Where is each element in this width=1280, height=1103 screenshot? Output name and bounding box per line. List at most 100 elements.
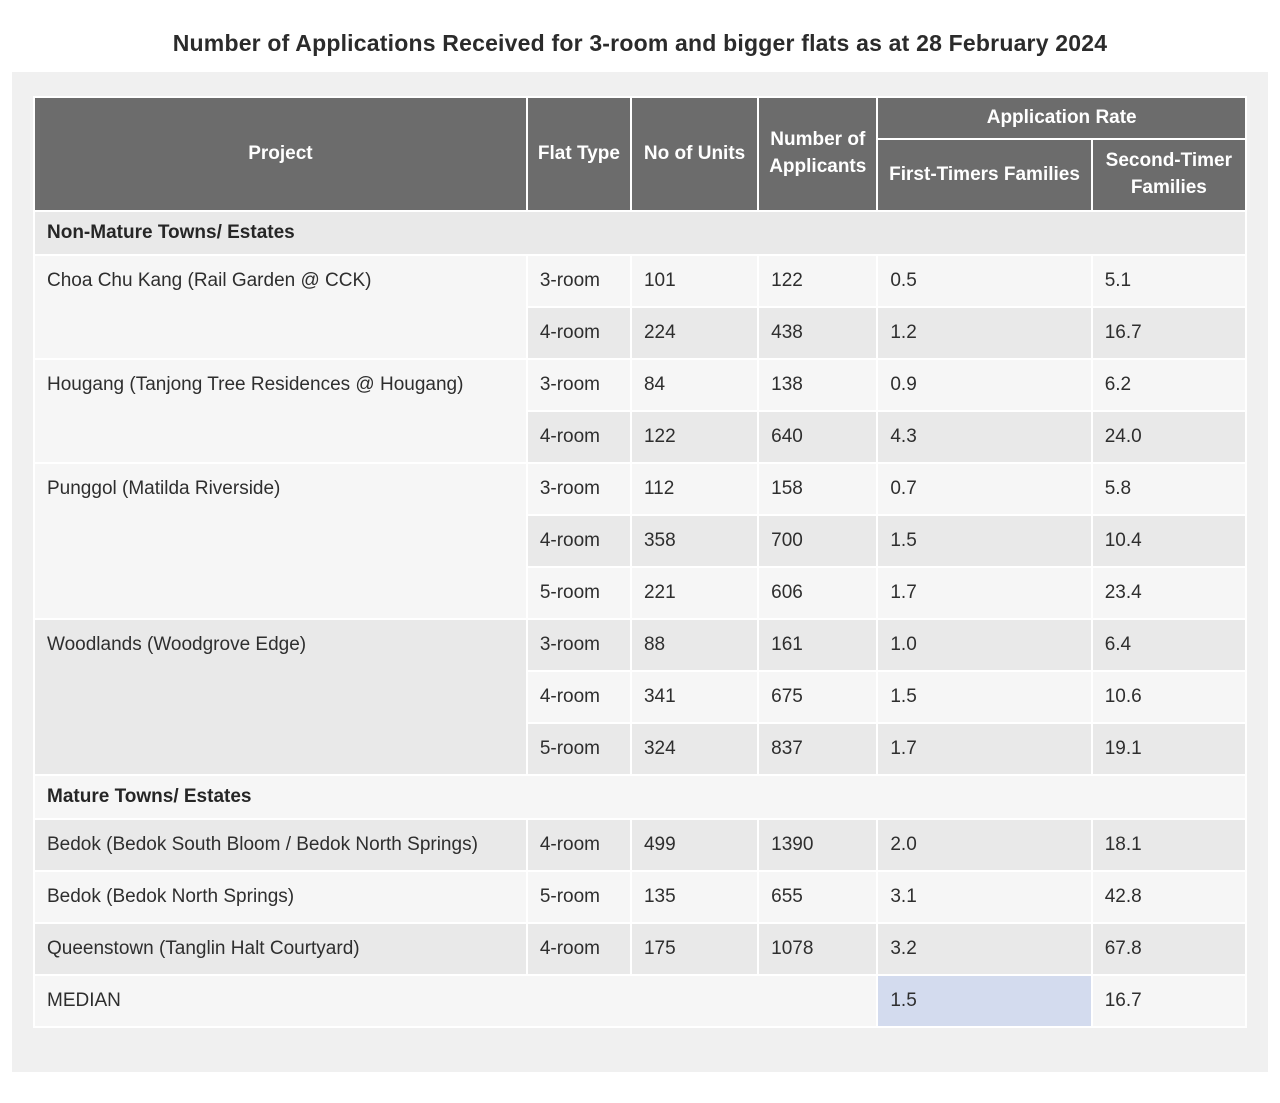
units-cell: 175 xyxy=(631,924,758,974)
applicants-cell: 655 xyxy=(759,872,877,922)
second-timer-rate-cell: 67.8 xyxy=(1092,924,1245,974)
table-container: Project Flat Type No of Units Number of … xyxy=(12,72,1268,1072)
section-label: Mature Towns/ Estates xyxy=(35,776,1245,818)
applicants-cell: 122 xyxy=(759,256,877,306)
applications-table: Project Flat Type No of Units Number of … xyxy=(33,96,1247,1028)
header-row-main: Project Flat Type No of Units Number of … xyxy=(35,98,1245,210)
applicants-cell: 1390 xyxy=(759,820,877,870)
project-cell: Choa Chu Kang (Rail Garden @ CCK) xyxy=(35,256,526,358)
units-cell: 324 xyxy=(631,724,758,774)
table-body: Non-Mature Towns/ Estates Choa Chu Kang (… xyxy=(35,212,1245,1026)
table-row: Punggol (Matilda Riverside) 3-room 112 158 0… xyxy=(35,464,1245,618)
units-cell: 101 xyxy=(631,256,758,306)
page-title: Number of Applications Received for 3-ro… xyxy=(172,30,1108,56)
flat-type-cell: 4-room xyxy=(527,820,630,870)
second-timer-rate-cell: 42.8 xyxy=(1092,872,1245,922)
flat-type-cell: 4-room xyxy=(527,412,630,462)
applicants-cell: 837 xyxy=(759,724,877,774)
applicants-cell: 158 xyxy=(759,464,877,514)
applicants-cell: 161 xyxy=(759,620,877,670)
project-cell: Punggol (Matilda Riverside) xyxy=(35,464,526,618)
second-timer-rate-cell: 23.4 xyxy=(1092,568,1245,618)
flat-type-cell: 4-room xyxy=(527,308,630,358)
units-cell: 88 xyxy=(631,620,758,670)
second-timer-rate-cell: 5.1 xyxy=(1092,256,1245,306)
median-second-timer-rate-cell: 16.7 xyxy=(1092,976,1245,1026)
second-timer-rate-cell: 10.4 xyxy=(1092,516,1245,566)
project-cell: Bedok (Bedok South Bloom / Bedok North S… xyxy=(35,820,526,870)
first-timer-rate-cell: 0.5 xyxy=(878,256,1091,306)
first-timer-rate-cell: 3.1 xyxy=(878,872,1091,922)
section-row: Non-Mature Towns/ Estates xyxy=(35,212,1245,254)
units-cell: 499 xyxy=(631,820,758,870)
column-header-applicants: Number of Applicants xyxy=(759,98,877,210)
table-row: 4-room 341 675 1.5 10.6 xyxy=(35,672,1245,722)
table-row: 5-room 221 606 1.7 23.4 xyxy=(35,568,1245,618)
table-row: 4-room 224 438 1.2 16.7 xyxy=(35,308,1245,358)
table-row: Woodlands (Woodgrove Edge) 3-room 88 161 1.0… xyxy=(35,620,1245,774)
applicants-cell: 606 xyxy=(759,568,877,618)
median-label-cell: MEDIAN xyxy=(35,976,877,1026)
first-timer-rate-cell: 0.9 xyxy=(878,360,1091,410)
table-row: Hougang (Tanjong Tree Residences @ Houga… xyxy=(35,360,1245,462)
table-row: Bedok (Bedok North Springs) 5-room 135 655 3… xyxy=(35,872,1245,922)
first-timer-rate-cell: 2.0 xyxy=(878,820,1091,870)
table-header: Project Flat Type No of Units Number of … xyxy=(35,98,1245,210)
column-header-application-rate: Application Rate xyxy=(878,98,1245,138)
project-cell: Woodlands (Woodgrove Edge) xyxy=(35,620,526,774)
table-row: 4-room 122 640 4.3 24.0 xyxy=(35,412,1245,462)
table-row: Queenstown (Tanglin Halt Courtyard) 4-roo… xyxy=(35,924,1245,974)
flat-type-cell: 4-room xyxy=(527,924,630,974)
table-row: Bedok (Bedok South Bloom / Bedok North S… xyxy=(35,820,1245,870)
column-header-flat-type: Flat Type xyxy=(527,98,630,210)
second-timer-rate-cell: 24.0 xyxy=(1092,412,1245,462)
first-timer-rate-cell: 1.5 xyxy=(878,672,1091,722)
units-cell: 122 xyxy=(631,412,758,462)
flat-type-cell: 5-room xyxy=(527,872,630,922)
applicants-cell: 640 xyxy=(759,412,877,462)
units-cell: 112 xyxy=(631,464,758,514)
applicants-cell: 138 xyxy=(759,360,877,410)
first-timer-rate-cell: 3.2 xyxy=(878,924,1091,974)
units-cell: 341 xyxy=(631,672,758,722)
first-timer-rate-cell: 1.0 xyxy=(878,620,1091,670)
applicants-cell: 438 xyxy=(759,308,877,358)
first-timer-rate-cell: 4.3 xyxy=(878,412,1091,462)
flat-type-cell: 3-room xyxy=(527,360,630,410)
applicants-cell: 700 xyxy=(759,516,877,566)
units-cell: 358 xyxy=(631,516,758,566)
table-row: Choa Chu Kang (Rail Garden @ CCK) 3-room 1… xyxy=(35,256,1245,358)
units-cell: 135 xyxy=(631,872,758,922)
second-timer-rate-cell: 6.2 xyxy=(1092,360,1245,410)
section-label: Non-Mature Towns/ Estates xyxy=(35,212,1245,254)
first-timer-rate-cell: 0.7 xyxy=(878,464,1091,514)
units-cell: 221 xyxy=(631,568,758,618)
flat-type-cell: 3-room xyxy=(527,620,630,670)
median-first-timer-rate-cell: 1.5 xyxy=(878,976,1091,1026)
first-timer-rate-cell: 1.5 xyxy=(878,516,1091,566)
median-row: MEDIAN 1.5 16.7 xyxy=(35,976,1245,1026)
second-timer-rate-cell: 18.1 xyxy=(1092,820,1245,870)
second-timer-rate-cell: 10.6 xyxy=(1092,672,1245,722)
second-timer-rate-cell: 16.7 xyxy=(1092,308,1245,358)
second-timer-rate-cell: 19.1 xyxy=(1092,724,1245,774)
table-row: 4-room 358 700 1.5 10.4 xyxy=(35,516,1245,566)
applicants-cell: 1078 xyxy=(759,924,877,974)
column-header-units: No of Units xyxy=(631,98,758,210)
project-cell: Hougang (Tanjong Tree Residences @ Houga… xyxy=(35,360,526,462)
table-row: 5-room 324 837 1.7 19.1 xyxy=(35,724,1245,774)
header-row-sub: First-Timers Families Second-Timer Famil… xyxy=(35,140,1245,210)
flat-type-cell: 4-room xyxy=(527,672,630,722)
second-timer-rate-cell: 6.4 xyxy=(1092,620,1245,670)
flat-type-cell: 4-room xyxy=(527,516,630,566)
column-header-first-timers: First-Timers Families xyxy=(878,140,1091,210)
flat-type-cell: 3-room xyxy=(527,256,630,306)
units-cell: 224 xyxy=(631,308,758,358)
column-header-second-timer: Second-Timer Families xyxy=(1092,140,1245,210)
section-row: Mature Towns/ Estates xyxy=(35,776,1245,818)
column-header-project: Project xyxy=(35,98,526,210)
first-timer-rate-cell: 1.2 xyxy=(878,308,1091,358)
first-timer-rate-cell: 1.7 xyxy=(878,568,1091,618)
flat-type-cell: 3-room xyxy=(527,464,630,514)
applicants-cell: 675 xyxy=(759,672,877,722)
